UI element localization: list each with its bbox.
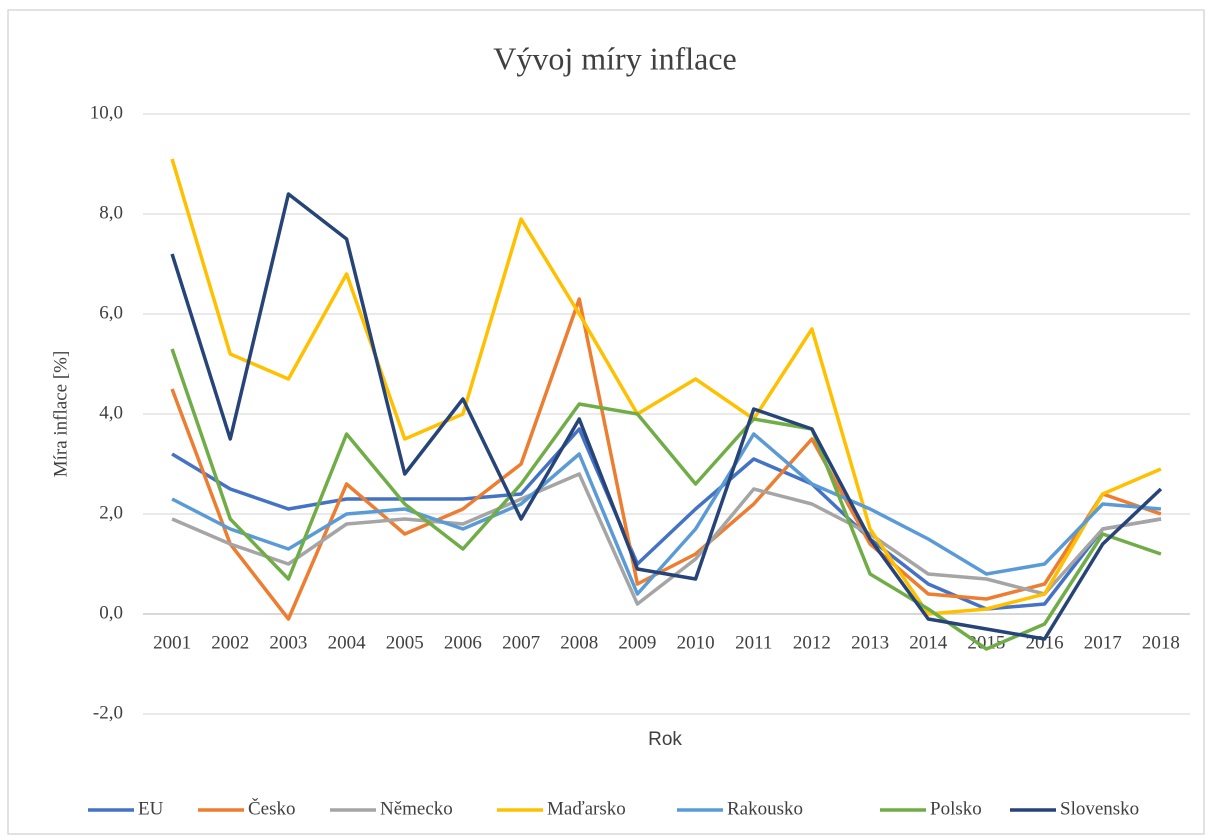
x-tick-label: 2012: [793, 632, 831, 653]
x-tick-label: 2002: [211, 632, 249, 653]
x-tick-label: 2007: [502, 632, 540, 653]
series-line: [170, 297, 1162, 621]
legend-label: Rakousko: [727, 798, 803, 819]
y-tick-label: 8,0: [99, 202, 123, 223]
x-tick-label: 2003: [269, 632, 307, 653]
x-tick-label: 2009: [618, 632, 656, 653]
y-tick-label: -2,0: [93, 702, 123, 723]
x-tick-label: 2001: [153, 632, 191, 653]
x-tick-label: 2014: [909, 632, 948, 653]
y-tick-label: 4,0: [99, 402, 123, 423]
x-tick-label: 2017: [1084, 632, 1122, 653]
y-tick-label: 2,0: [99, 502, 123, 523]
x-tick-label: 2018: [1142, 632, 1180, 653]
x-tick-label: 2005: [386, 632, 424, 653]
legend-label: Polsko: [930, 798, 982, 819]
x-axis-label: Rok: [648, 729, 682, 750]
x-tick-label: 2011: [735, 632, 772, 653]
x-tick-label: 2004: [328, 632, 367, 653]
x-tick-label: 2013: [851, 632, 889, 653]
legend-label: Maďarsko: [547, 798, 626, 819]
series-line: [170, 158, 1162, 616]
chart-title: Vývoj míry inflace: [493, 40, 736, 76]
x-tick-label: 2008: [560, 632, 598, 653]
legend-label: Česko: [248, 797, 296, 819]
x-tick-label: 2006: [444, 632, 482, 653]
y-tick-label: 10,0: [90, 102, 123, 123]
y-axis-label: Míra inflace [%]: [50, 351, 71, 478]
y-tick-label: 6,0: [99, 302, 123, 323]
series-line: [170, 348, 1162, 651]
y-tick-label: 0,0: [99, 602, 123, 623]
series-line: [171, 472, 1162, 606]
legend-label: EU: [138, 798, 164, 819]
x-tick-label: 2010: [677, 632, 715, 653]
series-line: [171, 432, 1162, 596]
series-line: [170, 192, 1163, 641]
legend-label: Slovensko: [1060, 798, 1139, 819]
x-tick-label: 2015: [967, 632, 1005, 653]
legend-label: Německo: [380, 798, 453, 819]
